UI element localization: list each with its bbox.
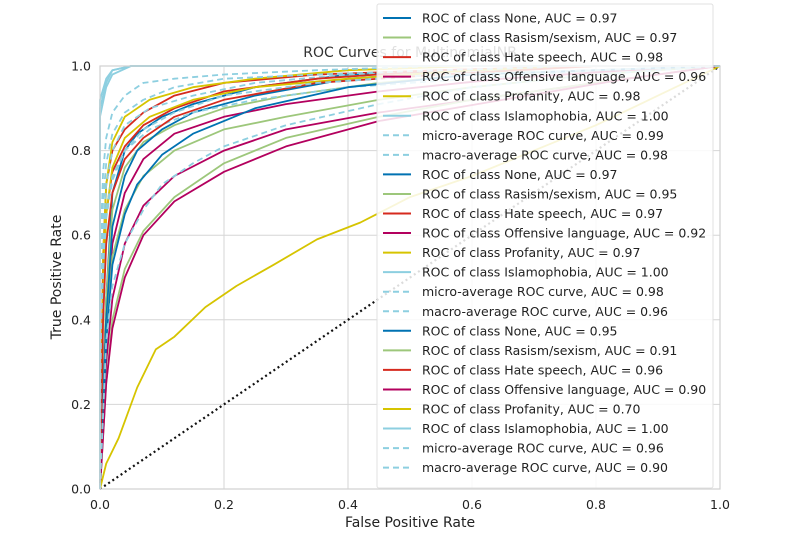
y-tick-label-0: 0.0: [71, 482, 91, 497]
y-tick-label-2: 0.4: [71, 312, 91, 327]
tick-labels: 0.0 0.2 0.4 0.6 0.8 1.0 0.0 0.2 0.4 0.6 0.8 1.0: [71, 59, 730, 513]
legend-label-10: ROC of class Hate speech, AUC = 0.97: [422, 206, 663, 221]
legend: ROC of class None, AUC = 0.97 ROC of clas…: [376, 3, 714, 489]
legend-label-18: ROC of class Hate speech, AUC = 0.96: [422, 362, 663, 377]
y-axis-label: True Positive Rate: [49, 215, 65, 341]
legend-label-16: ROC of class None, AUC = 0.95: [422, 323, 618, 338]
legend-label-19: ROC of class Offensive language, AUC = 0…: [422, 382, 706, 397]
series-line-6: [99, 65, 720, 490]
x-axis-label: False Positive Rate: [345, 515, 475, 531]
x-tick-label-0: 0.0: [90, 497, 110, 512]
legend-label-0: ROC of class None, AUC = 0.97: [422, 11, 618, 26]
legend-label-9: ROC of class Rasism/sexism, AUC = 0.95: [422, 186, 677, 201]
x-tick-label-1: 0.2: [214, 497, 234, 512]
x-tick-label-5: 1.0: [710, 497, 730, 512]
legend-label-21: ROC of class Islamophobia, AUC = 1.00: [422, 421, 669, 436]
legend-label-7: macro-average ROC curve, AUC = 0.98: [422, 147, 668, 162]
legend-label-6: micro-average ROC curve, AUC = 0.99: [422, 128, 664, 143]
series-line-22: [99, 65, 721, 490]
legend-label-23: macro-average ROC curve, AUC = 0.90: [422, 460, 668, 475]
legend-label-15: macro-average ROC curve, AUC = 0.96: [422, 304, 668, 319]
y-tick-label-3: 0.6: [71, 228, 91, 243]
legend-label-3: ROC of class Offensive language, AUC = 0…: [422, 69, 706, 84]
x-tick-label-2: 0.4: [338, 497, 358, 512]
legend-box: [376, 3, 714, 489]
x-tick-label-3: 0.6: [462, 497, 482, 512]
legend-label-13: ROC of class Islamophobia, AUC = 1.00: [422, 265, 669, 280]
legend-label-2: ROC of class Hate speech, AUC = 0.98: [422, 50, 663, 65]
legend-label-11: ROC of class Offensive language, AUC = 0…: [422, 226, 706, 241]
legend-label-20: ROC of class Profanity, AUC = 0.70: [422, 402, 641, 417]
legend-label-5: ROC of class Islamophobia, AUC = 1.00: [422, 108, 669, 123]
x-tick-label-4: 0.8: [586, 497, 606, 512]
legend-label-17: ROC of class Rasism/sexism, AUC = 0.91: [422, 343, 677, 358]
y-tick-label-4: 0.8: [71, 143, 91, 158]
y-tick-label-1: 0.2: [71, 397, 91, 412]
legend-label-1: ROC of class Rasism/sexism, AUC = 0.97: [422, 30, 677, 45]
legend-label-8: ROC of class None, AUC = 0.97: [422, 167, 618, 182]
legend-label-22: micro-average ROC curve, AUC = 0.96: [422, 441, 664, 456]
legend-label-14: micro-average ROC curve, AUC = 0.98: [422, 284, 664, 299]
legend-label-12: ROC of class Profanity, AUC = 0.97: [422, 245, 640, 260]
legend-label-4: ROC of class Profanity, AUC = 0.98: [422, 89, 641, 104]
y-tick-label-5: 1.0: [71, 59, 91, 74]
